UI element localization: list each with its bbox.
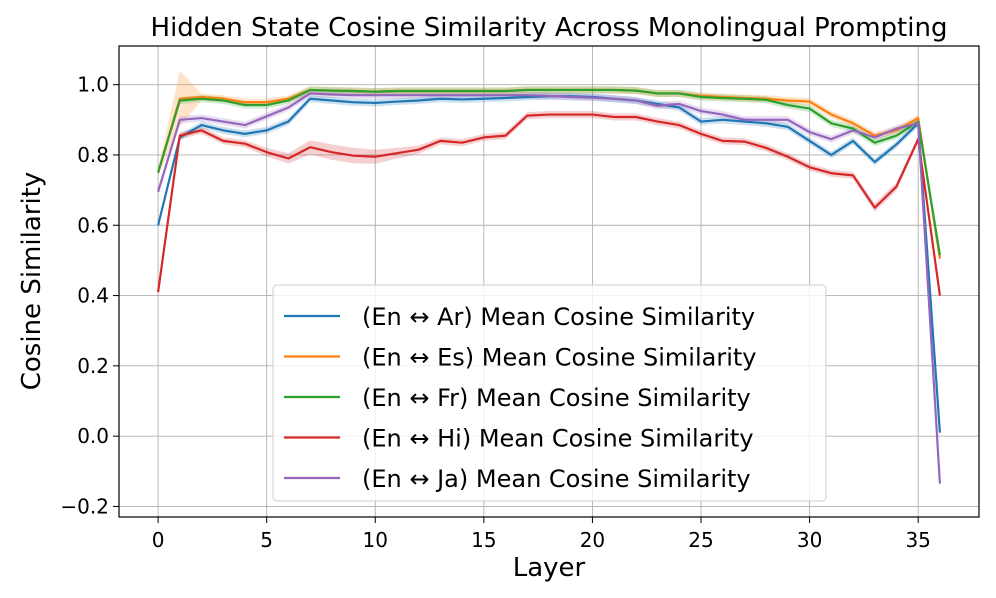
- band-hi: [158, 111, 940, 300]
- legend-label-hi: (En ↔ Hi) Mean Cosine Similarity: [362, 425, 754, 453]
- series-lines: [157, 88, 942, 484]
- series-line-fr: [157, 88, 941, 256]
- x-tick-label: 35: [905, 528, 930, 552]
- y-tick-label: 0.8: [77, 143, 109, 167]
- y-tick-label: 0.6: [77, 213, 109, 237]
- series-line-hi: [157, 113, 941, 296]
- legend-label-fr: (En ↔ Fr) Mean Cosine Similarity: [362, 384, 751, 412]
- axis-ticks: 0 5 10 15 20 25 30 35 −0.2 0.0 0.2 0.4 0.6 0.8 1.0: [60, 73, 930, 552]
- band-ja: [158, 89, 940, 488]
- grid: [119, 46, 979, 517]
- y-tick-label: −0.2: [60, 494, 109, 518]
- x-tick-label: 5: [260, 528, 273, 552]
- legend: (En ↔ Ar) Mean Cosine Similarity (En ↔ Es…: [272, 284, 827, 502]
- plot-frame: [118, 45, 980, 518]
- y-axis-label: Cosine Similarity: [17, 172, 47, 391]
- legend-label-es: (En ↔ Es) Mean Cosine Similarity: [362, 344, 756, 372]
- series-line-ja: [157, 92, 942, 484]
- x-tick-label: 10: [363, 528, 388, 552]
- x-tick-label: 20: [580, 528, 605, 552]
- legend-box: [272, 284, 827, 502]
- y-tick-label: 0.2: [77, 354, 109, 378]
- x-tick-label: 25: [688, 528, 713, 552]
- legend-label-ja: (En ↔ Ja) Mean Cosine Similarity: [362, 465, 751, 493]
- x-tick-label: 15: [471, 528, 496, 552]
- y-tick-label: 1.0: [77, 73, 109, 97]
- x-tick-label: 0: [152, 528, 165, 552]
- x-axis-label: Layer: [513, 553, 586, 583]
- x-tick-label: 30: [797, 528, 822, 552]
- legend-label-ar: (En ↔ Ar) Mean Cosine Similarity: [362, 303, 755, 331]
- y-tick-label: 0.0: [77, 424, 109, 448]
- y-tick-label: 0.4: [77, 284, 109, 308]
- chart-title: Hidden State Cosine Similarity Across Mo…: [151, 13, 948, 43]
